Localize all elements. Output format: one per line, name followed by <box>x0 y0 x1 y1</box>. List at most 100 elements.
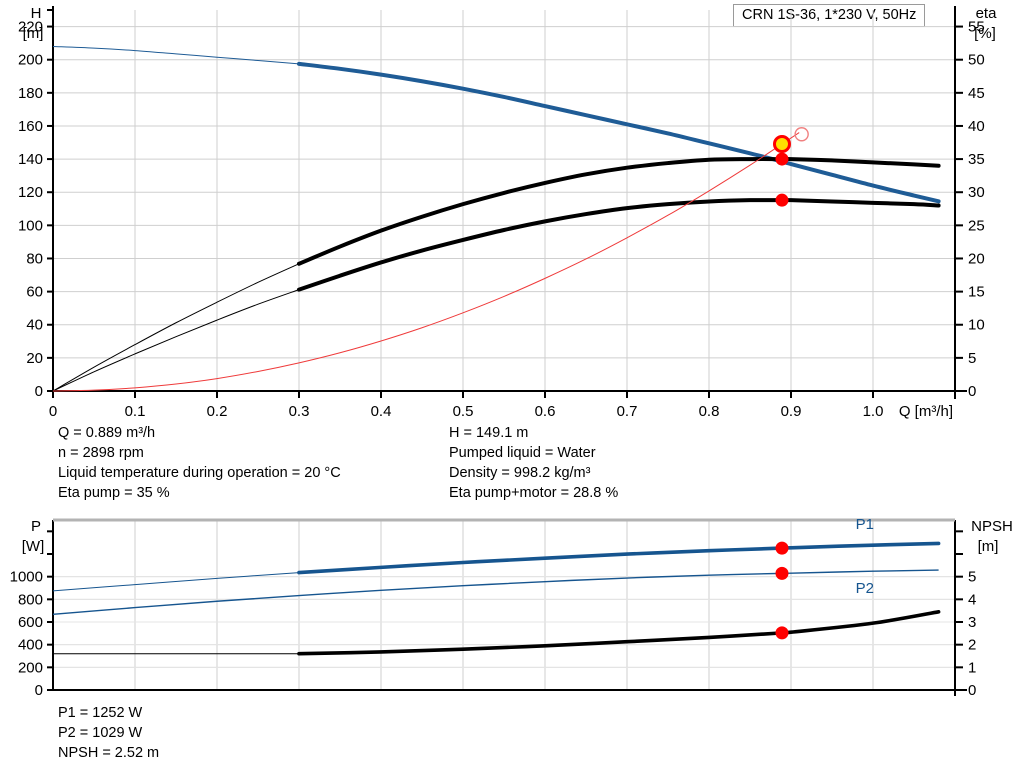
duty-info-left-line-3: Liquid temperature during operation = 20… <box>58 465 341 481</box>
y-axis-ticks-right: 0 1 2 3 4 5 <box>955 530 976 699</box>
svg-text:100: 100 <box>18 217 43 234</box>
svg-text:200: 200 <box>18 659 43 676</box>
duty-point-p2 <box>775 566 789 580</box>
svg-text:220: 220 <box>18 19 43 36</box>
duty-info-right-line-4: Eta pump+motor = 28.8 % <box>449 485 619 501</box>
svg-text:0.3: 0.3 <box>289 403 310 420</box>
power-info-left: P1 = 1252 W P2 = 1029 W NPSH = 2.52 m <box>58 703 159 763</box>
axes <box>52 6 967 399</box>
svg-text:120: 120 <box>18 184 43 201</box>
svg-text:40: 40 <box>26 317 43 334</box>
duty-info-right-line-1: H = 149.1 m <box>449 425 529 441</box>
power-info-line-2: P2 = 1029 W <box>58 725 143 741</box>
svg-text:NPSH: NPSH <box>971 518 1013 535</box>
svg-text:[m]: [m] <box>23 25 44 42</box>
svg-text:3: 3 <box>968 614 976 631</box>
duty-markers <box>772 127 809 207</box>
curve-thick-h-curve <box>297 61 941 204</box>
svg-text:0: 0 <box>35 682 43 699</box>
svg-text:25: 25 <box>968 217 985 234</box>
svg-text:5: 5 <box>968 350 976 367</box>
svg-text:0.1: 0.1 <box>125 403 146 420</box>
svg-text:0: 0 <box>35 383 43 400</box>
svg-text:200: 200 <box>18 52 43 69</box>
svg-text:Q [m³/h]: Q [m³/h] <box>899 403 953 420</box>
duty-info-left-line-1: Q = 0.889 m³/h <box>58 425 156 441</box>
svg-text:180: 180 <box>18 85 43 102</box>
svg-text:600: 600 <box>18 614 43 631</box>
power-info-line-3: NPSH = 2.52 m <box>58 745 160 761</box>
svg-text:15: 15 <box>968 284 985 301</box>
svg-text:1: 1 <box>968 659 976 676</box>
svg-text:20: 20 <box>26 350 43 367</box>
svg-text:50: 50 <box>968 52 985 69</box>
svg-text:0.6: 0.6 <box>535 403 556 420</box>
duty-point-head <box>772 135 791 154</box>
svg-text:30: 30 <box>968 184 985 201</box>
y-axis-ticks-right: 0 5 10 15 20 25 30 35 40 45 50 55 <box>955 19 985 400</box>
svg-text:55: 55 <box>968 19 985 36</box>
svg-text:10: 10 <box>968 317 985 334</box>
grid-lines <box>53 520 955 690</box>
svg-text:1000: 1000 <box>10 569 43 586</box>
svg-text:P: P <box>31 518 41 535</box>
series-label-p2: P2 <box>856 580 874 597</box>
curve-thin-eta-pump <box>52 263 300 392</box>
svg-text:0: 0 <box>968 682 976 699</box>
duty-info-left: Q = 0.889 m³/h n = 2898 rpm Liquid tempera… <box>58 423 341 503</box>
svg-text:40: 40 <box>968 118 985 135</box>
svg-text:[%]: [%] <box>974 25 996 42</box>
svg-text:80: 80 <box>26 250 43 267</box>
svg-text:0.8: 0.8 <box>699 403 720 420</box>
series-label-p1: P1 <box>856 516 874 533</box>
duty-info-right-line-3: Density = 998.2 kg/m³ <box>449 465 591 481</box>
duty-point-npsh <box>775 626 789 640</box>
y-axis-ticks-left: 0 20 40 60 80 100 120 140 160 180 200 220 <box>18 9 53 400</box>
svg-text:2: 2 <box>968 637 976 654</box>
duty-info-left-line-2: n = 2898 rpm <box>58 445 144 461</box>
duty-markers <box>775 541 789 640</box>
svg-text:eta: eta <box>976 5 998 22</box>
curve-p2 <box>52 569 939 615</box>
svg-text:0.5: 0.5 <box>453 403 474 420</box>
svg-text:800: 800 <box>18 591 43 608</box>
svg-text:0.7: 0.7 <box>617 403 638 420</box>
svg-text:1.0: 1.0 <box>863 403 884 420</box>
curves <box>52 45 941 392</box>
svg-text:0.9: 0.9 <box>781 403 802 420</box>
duty-point-eta-pump-motor <box>775 193 789 207</box>
svg-text:35: 35 <box>968 151 985 168</box>
axis-titles: P [W] NPSH [m] <box>22 518 1013 555</box>
duty-point-open-marker <box>794 127 809 142</box>
series-labels: P1 P2 <box>856 516 874 597</box>
curve-system-curve <box>52 132 800 392</box>
svg-text:160: 160 <box>18 118 43 135</box>
svg-text:60: 60 <box>26 284 43 301</box>
curve-thin-h-curve <box>52 45 300 65</box>
svg-text:0.4: 0.4 <box>371 403 392 420</box>
svg-text:0: 0 <box>49 403 57 420</box>
duty-point-eta-pump <box>775 152 789 166</box>
duty-point-p1 <box>775 541 789 555</box>
svg-text:45: 45 <box>968 85 985 102</box>
axes <box>52 518 967 696</box>
svg-text:140: 140 <box>18 151 43 168</box>
head-efficiency-chart: 0 20 40 60 80 100 120 140 160 180 200 220 0 5 10 15 20 25… <box>18 5 998 420</box>
axis-titles: H [m] eta [%] <box>23 5 998 42</box>
svg-text:H: H <box>31 5 42 22</box>
curve-thick-npsh <box>297 610 941 656</box>
grid-lines <box>53 10 955 391</box>
duty-info-right: H = 149.1 m Pumped liquid = Water Density … <box>449 423 618 503</box>
svg-text:20: 20 <box>968 250 985 267</box>
svg-text:[W]: [W] <box>22 538 45 555</box>
curve-thick-eta-pump-motor <box>297 198 941 292</box>
svg-text:400: 400 <box>18 637 43 654</box>
curve-thin-p1 <box>52 572 300 592</box>
duty-info-left-line-4: Eta pump = 35 % <box>58 485 170 501</box>
power-info-line-1: P1 = 1252 W <box>58 705 143 721</box>
svg-text:[m]: [m] <box>978 538 999 555</box>
svg-text:0.2: 0.2 <box>207 403 228 420</box>
curve-thick-eta-pump <box>297 156 941 266</box>
svg-text:0: 0 <box>968 383 976 400</box>
